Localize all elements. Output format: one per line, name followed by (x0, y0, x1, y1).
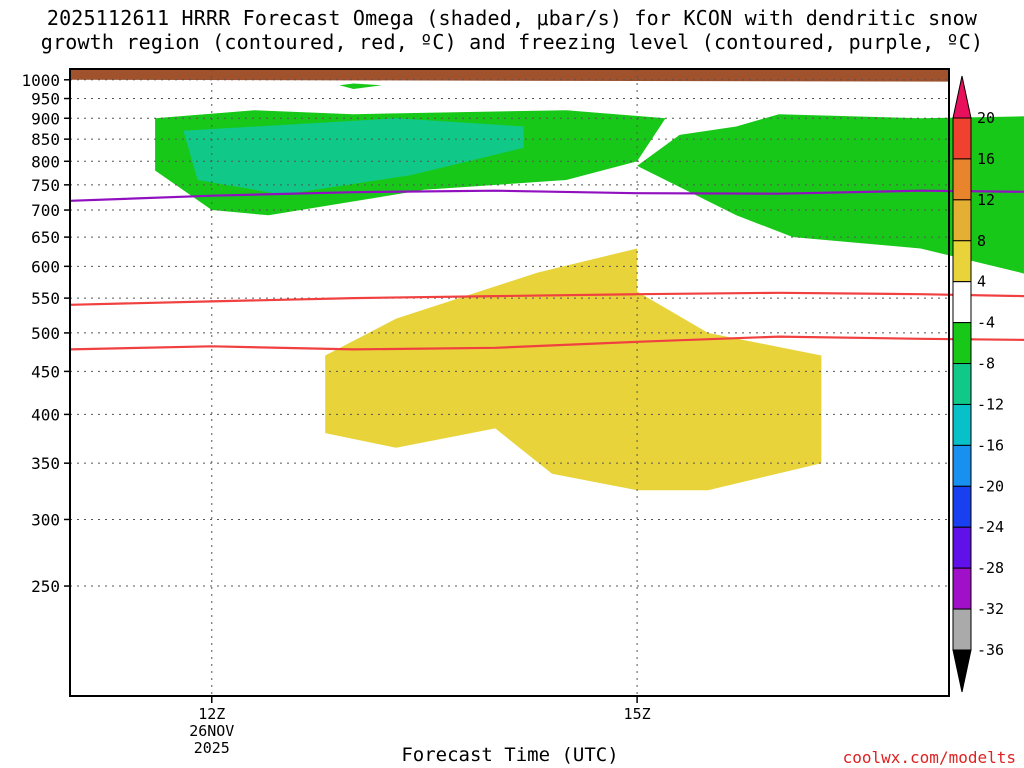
y-tick-label-700: 700 (31, 201, 60, 220)
colorbar-box-3 (952, 240, 972, 283)
x-tick-year-12Z: 2025 (194, 739, 230, 757)
y-tick-label-650: 650 (31, 228, 60, 247)
y-tick-label-900: 900 (31, 109, 60, 128)
colorbar-box-8 (952, 444, 972, 487)
y-tick-label-850: 850 (31, 130, 60, 149)
omega-region-9 (183, 118, 524, 195)
colorbar-label-9: -20 (977, 477, 1004, 495)
colorbar-box-2 (952, 199, 972, 242)
colorbar-label-4: 4 (977, 273, 986, 291)
colorbar-label-3: 8 (977, 232, 986, 250)
colorbar-box-1 (952, 158, 972, 201)
y-tick-label-750: 750 (31, 176, 60, 195)
x-axis: 12Z26NOV202515Z18Z21Z00Z27NOV03Z (189, 696, 651, 757)
ground-layer (70, 69, 949, 82)
colorbar-label-10: -24 (977, 518, 1004, 536)
x-tick-label-15Z: 15Z (624, 705, 651, 723)
omega-region-0 (325, 248, 822, 491)
colorbar-box-0 (952, 117, 972, 160)
colorbar-box-10 (952, 526, 972, 569)
x-axis-label: Forecast Time (UTC) (401, 744, 619, 766)
y-tick-label-250: 250 (31, 577, 60, 596)
credit-link[interactable]: coolwx.com/modelts (842, 748, 1016, 767)
colorbar-label-11: -28 (977, 559, 1004, 577)
contour-line-1 (69, 291, 1024, 306)
x-tick-label-12Z: 12Z (198, 705, 225, 723)
colorbar-label-2: 12 (977, 191, 995, 209)
plot-frame (69, 68, 950, 697)
temperature-contours: -18-1200 (69, 189, 1024, 351)
colorbar: 20 16 12 8 4 -4 -8 -12 -16 -20 -24 -28 -32 -36 (952, 75, 1004, 693)
colorbar-box-5 (952, 322, 972, 365)
omega-shading (155, 83, 1024, 491)
colorbar-box-7 (952, 403, 972, 446)
colorbar-label-7: -12 (977, 395, 1004, 413)
colorbar-label-8: -16 (977, 436, 1004, 454)
colorbar-label-13: -36 (977, 641, 1004, 659)
y-tick-label-300: 300 (31, 510, 60, 529)
y-tick-label-450: 450 (31, 362, 60, 381)
colorbar-top-arrow (952, 75, 972, 119)
colorbar-box-6 (952, 363, 972, 405)
y-axis: 250 300 350 400 450 500 550 600 650 700 750 800 850 9… (21, 71, 70, 596)
colorbar-label-6: -8 (977, 355, 995, 373)
colorbar-label-1: 16 (977, 150, 995, 168)
chart-title: 2025112611 HRRR Forecast Omega (shaded, … (40, 6, 984, 54)
colorbar-box-4 (952, 281, 972, 324)
y-tick-label-550: 550 (31, 289, 60, 308)
colorbar-box-12 (952, 608, 972, 651)
ground-fill (70, 69, 949, 82)
colorbar-box-9 (952, 485, 972, 528)
colorbar-label-0: 20 (977, 109, 995, 127)
contour-line-2 (69, 189, 1024, 202)
y-tick-label-500: 500 (31, 324, 60, 343)
colorbar-box-11 (952, 567, 972, 610)
colorbar-label-12: -32 (977, 600, 1004, 618)
colorbar-bottom-arrow (952, 649, 972, 693)
contour-line-0 (69, 335, 1024, 351)
y-tick-label-400: 400 (31, 405, 60, 424)
y-tick-label-600: 600 (31, 257, 60, 276)
omega-region-7 (637, 114, 1024, 274)
omega-region-21 (339, 83, 382, 89)
x-tick-date-12Z: 26NOV (189, 722, 234, 740)
y-tick-label-1000: 1000 (21, 71, 60, 90)
colorbar-label-5: -4 (977, 314, 995, 332)
y-tick-label-950: 950 (31, 90, 60, 109)
y-tick-label-800: 800 (31, 152, 60, 171)
y-tick-label-350: 350 (31, 454, 60, 473)
